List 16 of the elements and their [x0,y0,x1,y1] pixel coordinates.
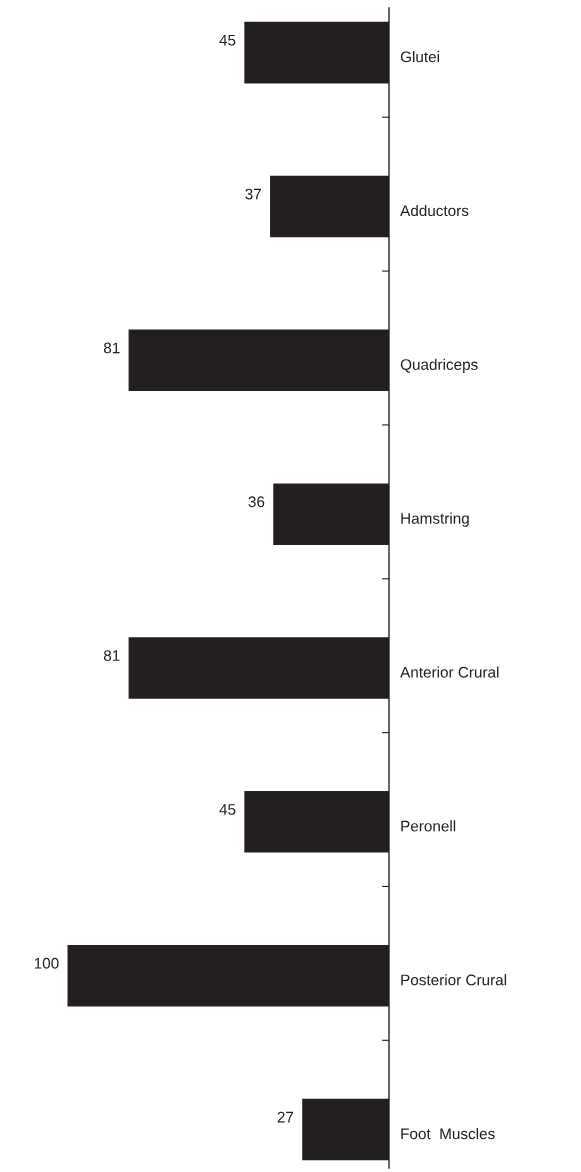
y-tick-label: Posterior Crural [401,974,507,986]
y-tick-label: Peronell [401,820,456,832]
y-tick-label: Foot Muscles [401,1127,495,1140]
data-label: 81 [103,342,120,354]
y-tick-label: Anterior Crural [400,666,499,678]
y-tick-label: Hamstring [401,512,469,527]
y-tick-label: Quadriceps [400,358,478,373]
data-label: 45 [219,34,236,46]
data-label: 36 [248,496,265,508]
data-label: 100 [34,957,59,969]
data-label: 45 [219,804,236,815]
data-label: 27 [277,1111,294,1123]
y-tick-label: Adductors [400,204,469,217]
data-label: 81 [103,650,120,661]
y-tick-label: Glutei [400,51,439,63]
data-label: 37 [245,188,261,200]
